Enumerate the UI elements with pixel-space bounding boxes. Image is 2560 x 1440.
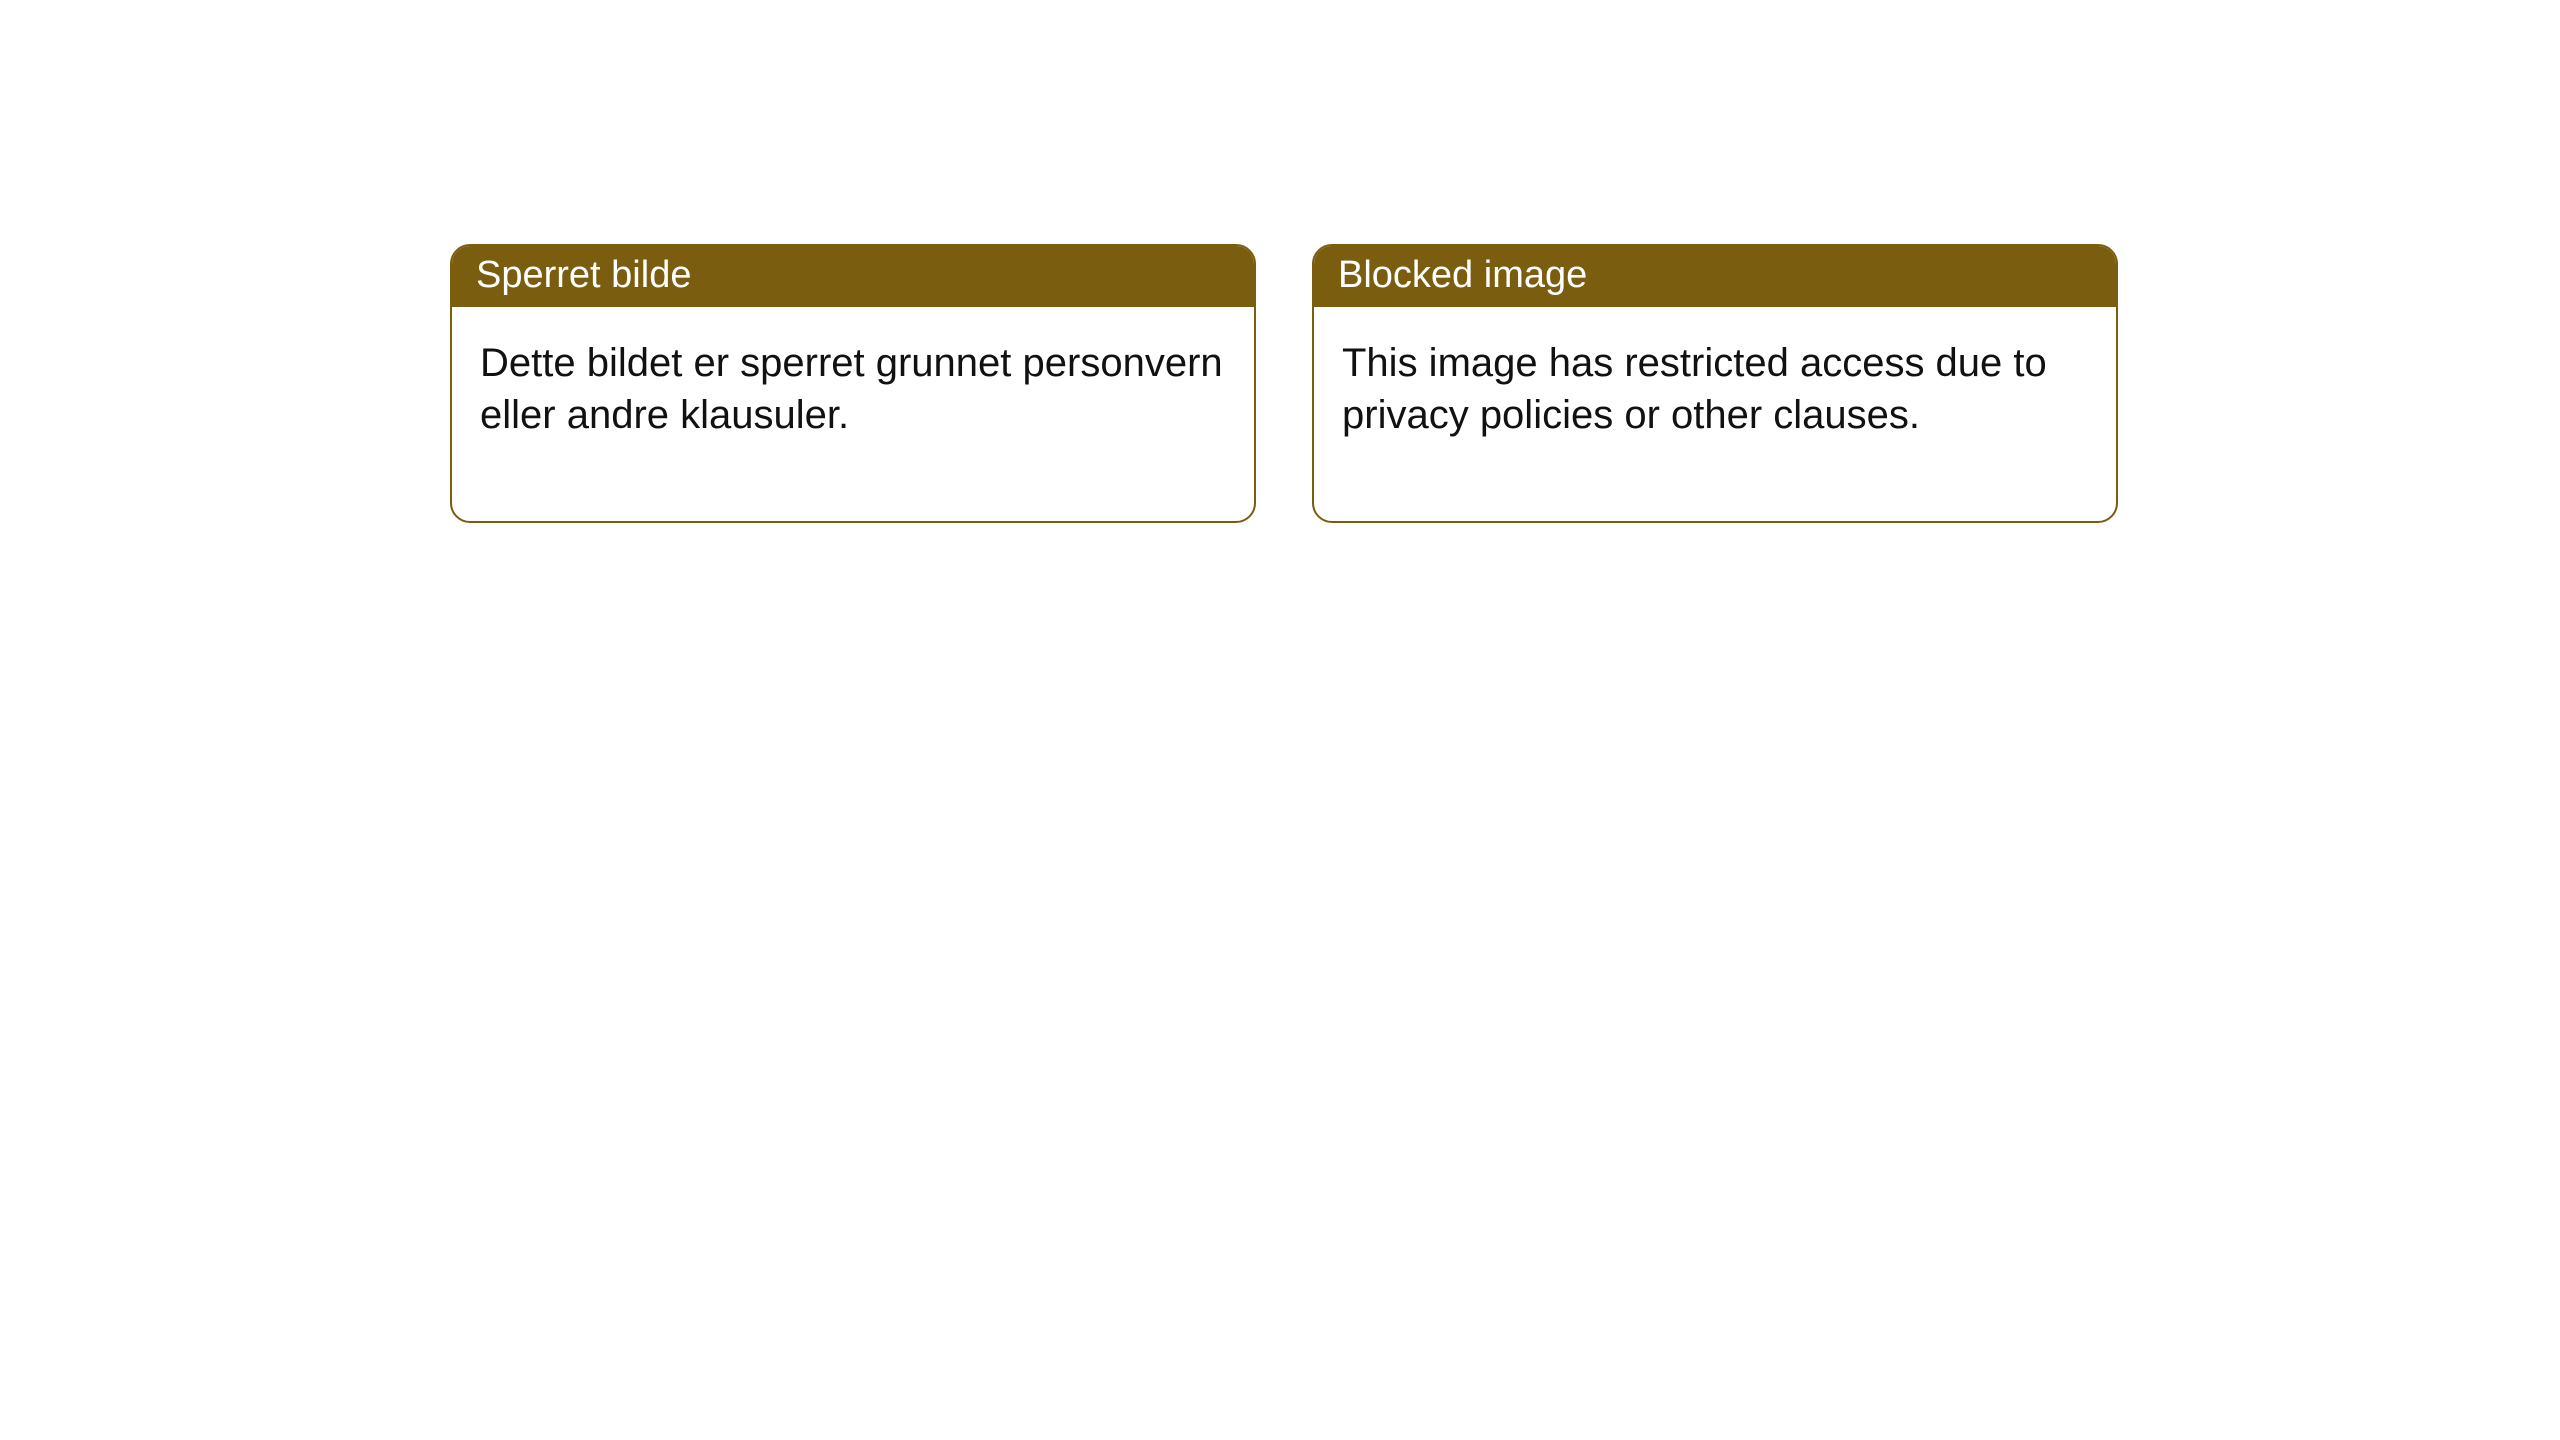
notice-container: Sperret bilde Dette bildet er sperret gr… [0, 0, 2560, 523]
notice-card-english: Blocked image This image has restricted … [1312, 244, 2118, 523]
notice-card-title: Blocked image [1314, 246, 2116, 307]
notice-card-body: This image has restricted access due to … [1314, 307, 2116, 521]
notice-card-norwegian: Sperret bilde Dette bildet er sperret gr… [450, 244, 1256, 523]
notice-card-title: Sperret bilde [452, 246, 1254, 307]
notice-card-body: Dette bildet er sperret grunnet personve… [452, 307, 1254, 521]
